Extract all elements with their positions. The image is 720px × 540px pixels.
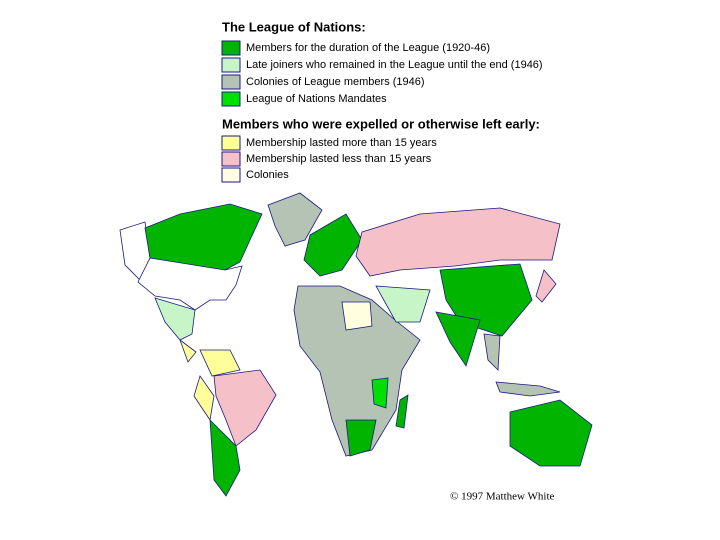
region [267, 192, 323, 247]
legend-swatch [221, 74, 241, 90]
legend-label: Late joiners who remained in the League … [246, 59, 543, 71]
legend-swatch [221, 167, 241, 183]
legend-label: Membership lasted more than 15 years [246, 137, 437, 149]
legend-title: The League of Nations: [222, 19, 366, 34]
region [355, 207, 561, 277]
region [535, 269, 557, 303]
legend-label: Members for the duration of the League (… [246, 42, 490, 54]
legend: Membership lasted more than 15 years Memb… [221, 135, 437, 183]
legend-label: Membership lasted less than 15 years [246, 153, 432, 165]
region [483, 333, 501, 371]
legend-swatch [221, 91, 241, 107]
region [395, 394, 409, 429]
region [209, 418, 241, 497]
world-map [119, 192, 593, 497]
legend-label: Colonies [246, 169, 289, 181]
region [435, 311, 481, 367]
credit: © 1997 Matthew White [450, 491, 555, 503]
region [495, 381, 561, 397]
region [213, 369, 277, 447]
legend-swatch [221, 135, 241, 151]
legend: Members for the duration of the League (… [221, 40, 543, 107]
legend-subtitle: Members who were expelled or otherwise l… [222, 116, 540, 131]
region [199, 349, 241, 377]
region [179, 338, 197, 363]
region [371, 377, 389, 409]
legend-swatch [221, 151, 241, 167]
region [154, 297, 196, 341]
legend-swatch [221, 57, 241, 73]
region [137, 257, 243, 311]
region [293, 285, 421, 457]
region [375, 285, 431, 323]
legend-label: Colonies of League members (1946) [246, 76, 425, 88]
region [341, 301, 373, 331]
region [509, 399, 593, 467]
region [303, 213, 363, 277]
region [193, 375, 215, 422]
region [345, 419, 377, 457]
legend-label: League of Nations Mandates [246, 93, 387, 105]
legend-swatch [221, 40, 241, 56]
